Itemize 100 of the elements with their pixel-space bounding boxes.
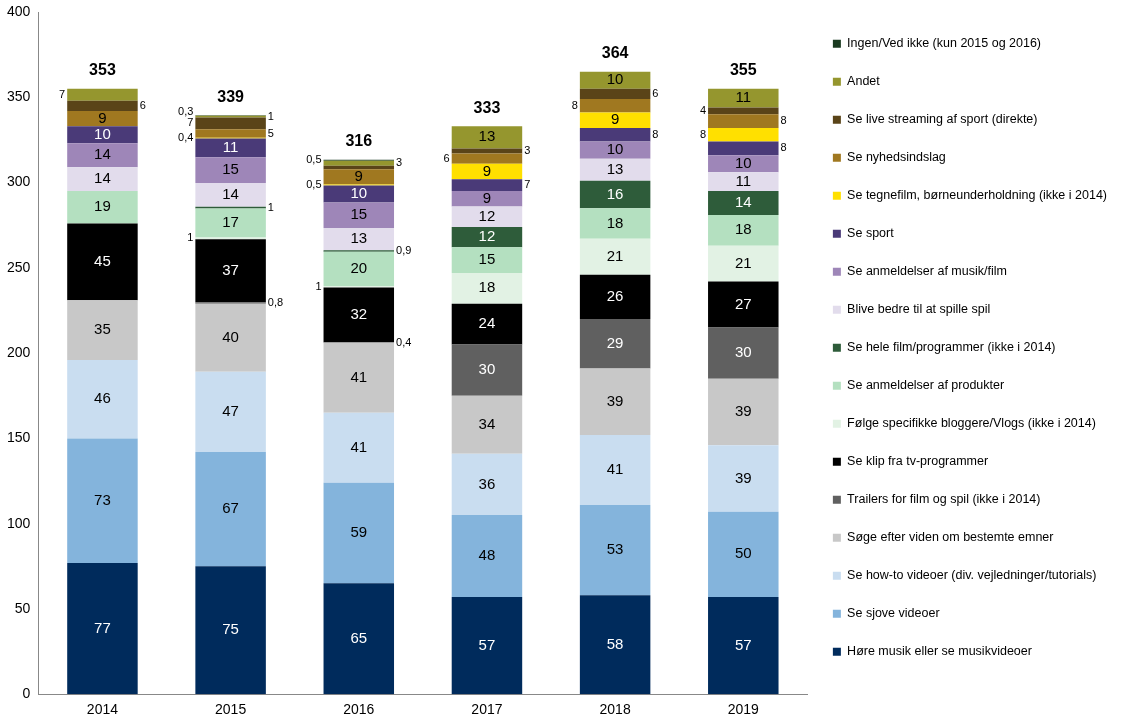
data-label: 32 [350,305,368,323]
data-label: 15 [222,160,239,178]
y-tick-label: 350 [7,88,31,105]
legend-label: Se hele film/programmer (ikke i 2014) [847,340,1056,355]
y-tick-label: 400 [7,2,31,19]
legend-label: Se nyhedsindslag [847,150,946,165]
data-label: 7 [524,178,531,191]
data-label: 36 [478,474,496,492]
data-label: 3 [396,156,403,169]
data-label: 11 [735,88,752,106]
legend-label: Søge efter viden om bestemte emner [847,530,1054,545]
y-tick-label: 50 [14,599,31,616]
data-label: 75 [222,620,239,638]
data-label: 41 [606,460,624,478]
data-label: 9 [482,188,492,206]
data-label: 35 [94,320,111,338]
x-tick-label: 2019 [727,701,760,718]
data-label: 15 [350,205,368,223]
data-label: 39 [734,402,752,420]
data-label: 39 [606,391,624,409]
legend-label: Trailers for film og spil (ikke i 2014) [847,492,1041,507]
data-label: 73 [94,490,111,508]
data-label: 8 [652,127,659,140]
data-label: 29 [606,333,624,351]
data-label: 8 [699,127,707,140]
total-label: 353 [89,61,116,79]
x-tick-label: 2016 [343,701,375,718]
data-label: 58 [606,634,624,652]
y-tick-label: 100 [7,514,31,531]
data-label: 21 [734,253,752,271]
legend-label: Se how-to videoer (div. vejledninger/tutorials) [847,568,1097,583]
data-label: 26 [606,286,624,304]
y-tick-label: 300 [7,173,31,190]
x-tick-label: 2014 [86,701,119,718]
legend-label: Ingen/Ved ikke (kun 2015 og 2016) [847,36,1042,51]
total-label: 364 [601,44,629,62]
data-label: 67 [222,499,239,517]
x-tick-label: 2018 [599,701,631,718]
data-label: 21 [606,246,624,264]
data-label: 6 [652,86,659,99]
data-label: 65 [350,628,368,646]
data-label: 13 [350,229,368,247]
data-label: 48 [478,546,496,564]
data-label: 12 [478,227,496,245]
data-label: 77 [94,618,111,636]
legend-label: Høre musik eller se musikvideoer [847,644,1032,659]
data-label: 50 [734,544,752,562]
legend-label: Se anmeldelser af musik/film [847,264,1007,279]
total-label: 355 [729,61,757,79]
data-label: 4 [699,103,707,116]
data-label: 0,4 [178,131,194,144]
data-label: 0,9 [396,244,412,257]
data-label: 1 [267,200,274,213]
data-label: 13 [478,127,496,145]
data-label: 47 [222,402,239,420]
data-label: 0,3 [178,105,194,118]
data-label: 0,5 [306,178,322,191]
data-label: 5 [267,126,274,139]
data-label: 8 [780,141,787,154]
data-label: 14 [94,169,111,187]
data-label: 40 [222,327,239,345]
y-tick-label: 0 [22,685,31,702]
data-label: 8 [571,98,578,111]
legend-label: Se live streaming af sport (direkte) [847,112,1038,127]
x-tick-label: 2015 [215,701,247,718]
x-tick-label: 2017 [471,701,503,718]
data-label: 18 [478,278,496,296]
data-label: 0,8 [267,295,284,308]
data-label: 45 [94,252,111,269]
data-label: 9 [354,167,363,185]
legend-label: Blive bedre til at spille spil [847,302,991,317]
total-label: 333 [473,98,501,116]
data-label: 37 [222,260,239,278]
data-label: 9 [482,161,492,179]
total-label: 339 [217,87,245,105]
data-label: 18 [734,220,752,238]
data-label: 15 [478,250,496,268]
data-label: 9 [610,110,620,128]
data-label: 0,5 [306,153,322,166]
data-label: 7 [187,116,194,129]
y-tick-label: 200 [7,343,31,360]
data-label: 39 [734,468,752,486]
data-label: 10 [606,70,624,88]
data-label: 41 [350,437,368,455]
data-label: 14 [94,145,111,163]
data-label: 10 [606,140,624,158]
data-label: 14 [222,184,239,202]
data-label: 53 [606,540,624,558]
data-label: 19 [94,197,111,215]
data-label: 10 [350,184,368,202]
data-label: 1 [315,279,322,292]
data-label: 16 [606,184,624,202]
data-label: 10 [94,124,111,142]
data-label: 0,4 [396,335,412,348]
data-label: 18 [606,213,624,231]
data-label: 9 [98,108,107,126]
legend-label: Se sport [847,226,895,241]
data-label: 14 [734,193,752,211]
legend-label: Se tegnefilm, børneunderholdning (ikke i 2014) [847,188,1108,203]
data-label: 59 [350,523,368,541]
